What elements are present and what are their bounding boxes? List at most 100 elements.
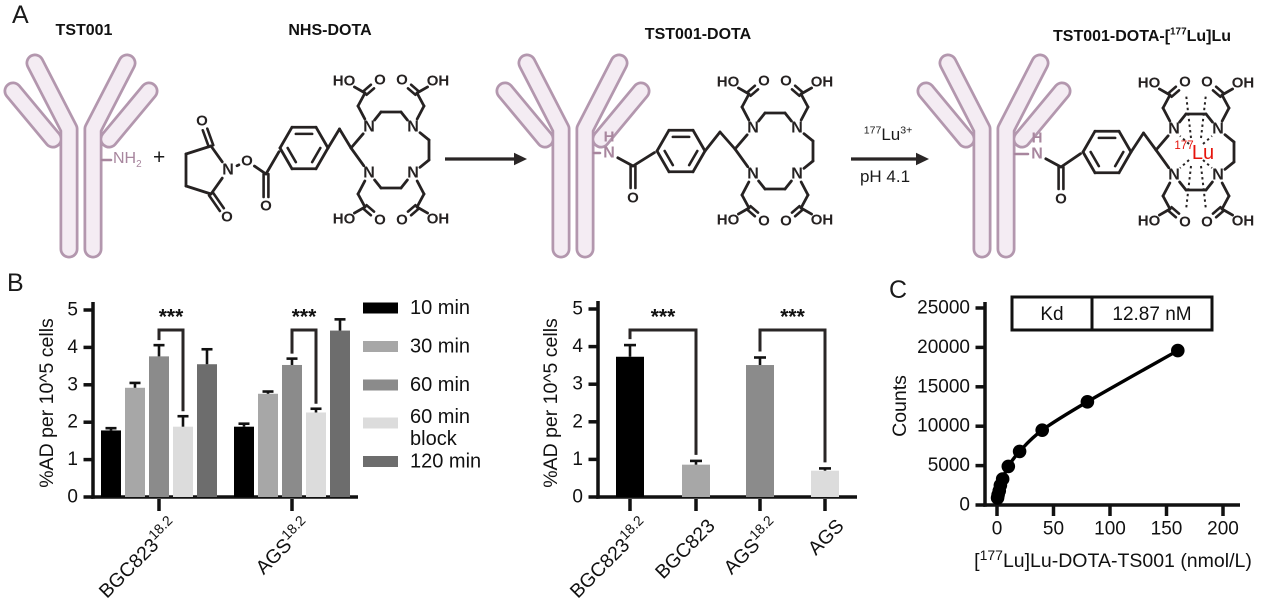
line-shape — [1059, 152, 1082, 169]
y-axis-tick-label: 1 — [572, 449, 583, 470]
antibody-chain-fill — [999, 56, 1047, 256]
bar-BGC823-18.2 — [616, 356, 644, 497]
line-shape — [1089, 150, 1101, 168]
carbonyl-oxygen-label: O — [260, 198, 272, 215]
antibody-chain-fill — [1015, 84, 1069, 146]
data-point — [995, 472, 1010, 486]
y-axis-tick-label: 3 — [572, 374, 583, 395]
legend-swatch-120-min — [363, 456, 398, 467]
bar-60-min-block — [173, 426, 193, 497]
line-shape — [1161, 194, 1172, 211]
arrowhead — [916, 152, 929, 166]
molecule-label-tst001: TST001 — [55, 22, 113, 39]
line-shape — [1081, 150, 1097, 175]
line-shape — [740, 180, 751, 197]
line-shape — [1154, 134, 1170, 152]
line-shape — [1161, 181, 1172, 198]
line-shape — [206, 127, 215, 147]
carbonyl-oxygen-label: O — [627, 190, 639, 207]
line-shape — [373, 178, 383, 190]
line-shape — [1117, 129, 1133, 154]
line-shape — [757, 111, 767, 123]
kd-table-value: 12.87 nM — [1112, 304, 1191, 325]
line-shape — [1223, 133, 1236, 144]
label-text: TST001-DOTA-[ — [1053, 28, 1171, 45]
charge-superscript: 3+ — [900, 124, 913, 137]
x-axis-title: [177Lu]Lu-DOTA-TS001 (nmol/L) — [974, 547, 1252, 572]
amide-hydrogen-label: H — [604, 129, 615, 146]
line-shape — [415, 179, 426, 196]
isotope-superscript: 177 — [1170, 26, 1187, 38]
line-shape — [362, 83, 373, 93]
line-shape — [687, 149, 699, 167]
line-shape — [1200, 93, 1207, 139]
hydroxyl-label: OH — [427, 73, 450, 90]
x-axis-tick-label: 100 — [1094, 519, 1126, 540]
dota-macrocycle: N HO O N OH O N HO O N OH O — [717, 73, 834, 230]
bar-BGC823 — [682, 464, 710, 497]
bar-120-min — [330, 330, 350, 497]
hydroxyl-label: OH — [427, 211, 450, 228]
line-shape — [1200, 165, 1207, 211]
legend-swatch-30-min — [363, 341, 398, 352]
molecule-label-tst001-dota-lu: TST001-DOTA-[177Lu]Lu — [1053, 26, 1231, 46]
line-shape — [799, 180, 810, 197]
y-axis-tick-label: 10000 — [917, 416, 970, 437]
line-shape — [1167, 85, 1178, 95]
carbonyl-oxygen-label: O — [221, 209, 233, 226]
tspan-shape: BGC823 — [651, 515, 719, 583]
antibody-chain-fill — [28, 56, 76, 256]
line-shape — [1220, 194, 1231, 211]
lutetium-symbol: Lu — [1192, 142, 1214, 164]
hydroxyl-label: OH — [811, 212, 834, 229]
line-shape — [1179, 135, 1190, 145]
y-axis-tick-label: 4 — [572, 336, 583, 357]
antibody-chain-fill — [520, 56, 568, 256]
line-shape — [749, 204, 760, 214]
nitrogen-label: N — [747, 120, 759, 137]
nitrogen-label: N — [363, 119, 375, 136]
antibody-chain-fill — [578, 56, 626, 256]
legend-swatch-60-min-block — [363, 417, 398, 429]
tspan-shape: BGC823 — [95, 534, 163, 602]
line-shape — [399, 178, 409, 190]
hydroxyl-label: OH — [811, 74, 834, 91]
nitrogen-label: N — [747, 166, 759, 183]
y-axis-tick-label: 25000 — [917, 298, 970, 319]
nitrogen-label: N — [791, 120, 803, 137]
amide-nitrogen-label: N — [603, 145, 615, 162]
line-shape — [793, 208, 804, 218]
lutetium-isotope-label: 177 — [1174, 140, 1193, 152]
amine-group-label: NH2 — [113, 150, 142, 170]
line-shape — [1214, 209, 1225, 219]
hydroxyl-label: HO — [333, 73, 356, 90]
line-shape — [1220, 93, 1231, 110]
line-shape — [253, 164, 268, 176]
hydroxyl-label: HO — [717, 74, 740, 91]
nitrogen-label: N — [407, 165, 419, 182]
hydroxyl-label: HO — [1138, 75, 1161, 92]
carbonyl-oxygen-label: O — [374, 212, 386, 229]
x-axis-tick-label: 150 — [1151, 519, 1183, 540]
line-shape — [703, 130, 722, 153]
dota-macrocycle: N HO O N OH O N HO O N OH O — [333, 72, 450, 229]
bar-120-min — [197, 364, 217, 497]
line-shape — [1044, 157, 1063, 169]
line-shape — [733, 147, 750, 169]
molecule-label-tst001-dota: TST001-DOTA — [644, 26, 752, 43]
data-point — [1171, 343, 1185, 358]
y-axis-tick-label: 15000 — [917, 376, 970, 397]
amide-nitrogen-label: N — [1031, 146, 1043, 163]
line-shape — [235, 163, 241, 168]
line-shape — [278, 125, 294, 150]
line-shape — [1211, 205, 1222, 215]
y-axis-tick-label: 0 — [67, 487, 78, 508]
kd-table-label: Kd — [1040, 304, 1063, 325]
line-shape — [1170, 89, 1181, 99]
reaction-arrow — [445, 152, 527, 166]
hydroxyl-label: HO — [1138, 213, 1161, 230]
line-shape — [746, 84, 757, 94]
carbonyl-oxygen-label: O — [1055, 191, 1067, 208]
benzene-ring — [655, 128, 707, 174]
